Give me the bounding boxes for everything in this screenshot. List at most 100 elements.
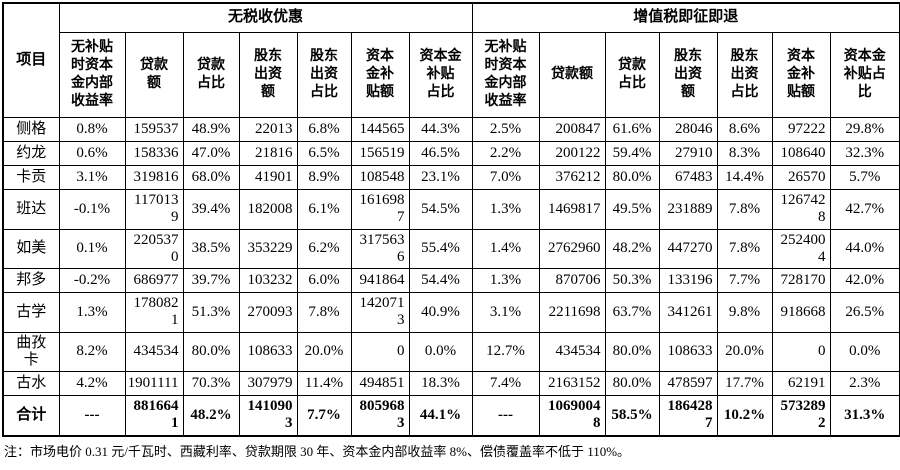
amount-cell: 26570 — [771, 165, 831, 190]
percent-cell: -0.2% — [58, 268, 126, 293]
corner-header: 项目 — [2, 2, 60, 118]
percent-cell: 42.7% — [829, 189, 900, 230]
percent-cell: 31.3% — [829, 395, 900, 436]
percent-cell: --- — [58, 395, 126, 436]
percent-cell: 54.5% — [408, 189, 473, 230]
percent-cell: 7.8% — [716, 189, 773, 230]
amount-cell: 1780821 — [124, 292, 184, 333]
percent-cell: 7.8% — [716, 228, 773, 269]
amount-cell: 2163152 — [538, 371, 606, 396]
percent-cell: 3.1% — [471, 292, 540, 333]
amount-cell: 353229 — [238, 228, 298, 269]
amount-cell: 41901 — [238, 165, 298, 190]
amount-cell: 307979 — [238, 371, 298, 396]
percent-cell: 59.4% — [604, 141, 660, 166]
project-name-cell: 曲孜卡 — [2, 331, 60, 372]
percent-cell: 29.8% — [829, 117, 900, 142]
percent-cell: 6.5% — [296, 141, 352, 166]
project-name-cell: 约龙 — [2, 141, 60, 166]
amount-cell: 22013 — [238, 117, 298, 142]
amount-cell: 447270 — [658, 228, 718, 269]
percent-cell: 2.5% — [471, 117, 540, 142]
percent-cell: 7.0% — [471, 165, 540, 190]
amount-cell: 478597 — [658, 371, 718, 396]
amount-cell: 2211698 — [538, 292, 606, 333]
percent-cell: 47.0% — [182, 141, 240, 166]
total-row: 合计 --- 8816641 48.2% 1410903 7.7% 8059683 44.1%… — [2, 395, 900, 436]
percent-cell: 1.3% — [471, 268, 540, 293]
percent-cell: 63.7% — [604, 292, 660, 333]
amount-cell: 2524004 — [771, 228, 831, 269]
percent-cell: 8.9% — [296, 165, 352, 190]
project-name-cell: 邦多 — [2, 268, 60, 293]
amount-cell: 103232 — [238, 268, 298, 293]
percent-cell: 0.6% — [58, 141, 126, 166]
percent-cell: 49.5% — [604, 189, 660, 230]
group-header-no-tax-incentive: 无税收优惠 — [58, 2, 473, 33]
project-name-cell: 如美 — [2, 228, 60, 269]
percent-cell: -0.1% — [58, 189, 126, 230]
amount-cell: 5732892 — [771, 395, 831, 436]
financing-comparison-table: 项目 无税收优惠 增值税即征即退 无补贴 时资本 金内部 收益率 贷款 额 贷款… — [2, 2, 900, 437]
col-header-left-subsidy-ratio: 资本金 补贴 占比 — [408, 32, 473, 118]
group-header-vat-refund: 增值税即征即退 — [471, 2, 900, 33]
amount-cell: 200847 — [538, 117, 606, 142]
amount-cell: 2762960 — [538, 228, 606, 269]
percent-cell: 44.0% — [829, 228, 900, 269]
percent-cell: 12.7% — [471, 331, 540, 372]
percent-cell: 2.3% — [829, 371, 900, 396]
percent-cell: 6.2% — [296, 228, 352, 269]
amount-cell: 1901111 — [124, 371, 184, 396]
amount-cell: 8059683 — [350, 395, 410, 436]
amount-cell: 0 — [350, 331, 410, 372]
percent-cell: 7.7% — [716, 268, 773, 293]
col-header-left-loan-ratio: 贷款 占比 — [182, 32, 240, 118]
percent-cell: 20.0% — [716, 331, 773, 372]
table-row: 邦多 -0.2% 686977 39.7% 103232 6.0% 941864 54.4% 1… — [2, 268, 900, 293]
col-header-right-subsidy-amount: 资本 金补 贴额 — [771, 32, 831, 118]
amount-cell: 434534 — [538, 331, 606, 372]
amount-cell: 870706 — [538, 268, 606, 293]
amount-cell: 0 — [771, 331, 831, 372]
amount-cell: 108640 — [771, 141, 831, 166]
amount-cell: 1469817 — [538, 189, 606, 230]
col-header-left-irr: 无补贴 时资本 金内部 收益率 — [58, 32, 126, 118]
amount-cell: 1410903 — [238, 395, 298, 436]
amount-cell: 8816641 — [124, 395, 184, 436]
amount-cell: 319816 — [124, 165, 184, 190]
percent-cell: 11.4% — [296, 371, 352, 396]
amount-cell: 97222 — [771, 117, 831, 142]
project-name-cell: 班达 — [2, 189, 60, 230]
footnote: 注：市场电价 0.31 元/千瓦时、西藏利率、贷款期限 30 年、资本金内部收益… — [4, 443, 631, 459]
percent-cell: 40.9% — [408, 292, 473, 333]
amount-cell: 200122 — [538, 141, 606, 166]
amount-cell: 158336 — [124, 141, 184, 166]
percent-cell: 4.2% — [58, 371, 126, 396]
percent-cell: 0.1% — [58, 228, 126, 269]
table-row: 古学 1.3% 1780821 51.3% 270093 7.8% 1420713 40.9%… — [2, 292, 900, 333]
col-header-right-loan-ratio: 贷款 占比 — [604, 32, 660, 118]
percent-cell: --- — [471, 395, 540, 436]
amount-cell: 1170139 — [124, 189, 184, 230]
percent-cell: 80.0% — [604, 331, 660, 372]
table-row: 班达 -0.1% 1170139 39.4% 182008 6.1% 1616987 54.5… — [2, 189, 900, 230]
percent-cell: 8.2% — [58, 331, 126, 372]
amount-cell: 341261 — [658, 292, 718, 333]
amount-cell: 144565 — [350, 117, 410, 142]
col-header-left-subsidy-amount: 资本 金补 贴额 — [350, 32, 410, 118]
percent-cell: 51.3% — [182, 292, 240, 333]
percent-cell: 42.0% — [829, 268, 900, 293]
percent-cell: 1.4% — [471, 228, 540, 269]
amount-cell: 3175636 — [350, 228, 410, 269]
col-header-right-subsidy-ratio: 资本金 补贴占 比 — [829, 32, 900, 118]
col-header-right-equity-ratio: 股东 出资 占比 — [716, 32, 773, 118]
percent-cell: 2.2% — [471, 141, 540, 166]
amount-cell: 159537 — [124, 117, 184, 142]
percent-cell: 8.3% — [716, 141, 773, 166]
amount-cell: 182008 — [238, 189, 298, 230]
percent-cell: 80.0% — [182, 331, 240, 372]
percent-cell: 23.1% — [408, 165, 473, 190]
col-header-right-irr: 无补贴 时资本 金内部 收益率 — [471, 32, 540, 118]
project-name-cell: 卡贡 — [2, 165, 60, 190]
percent-cell: 80.0% — [604, 371, 660, 396]
